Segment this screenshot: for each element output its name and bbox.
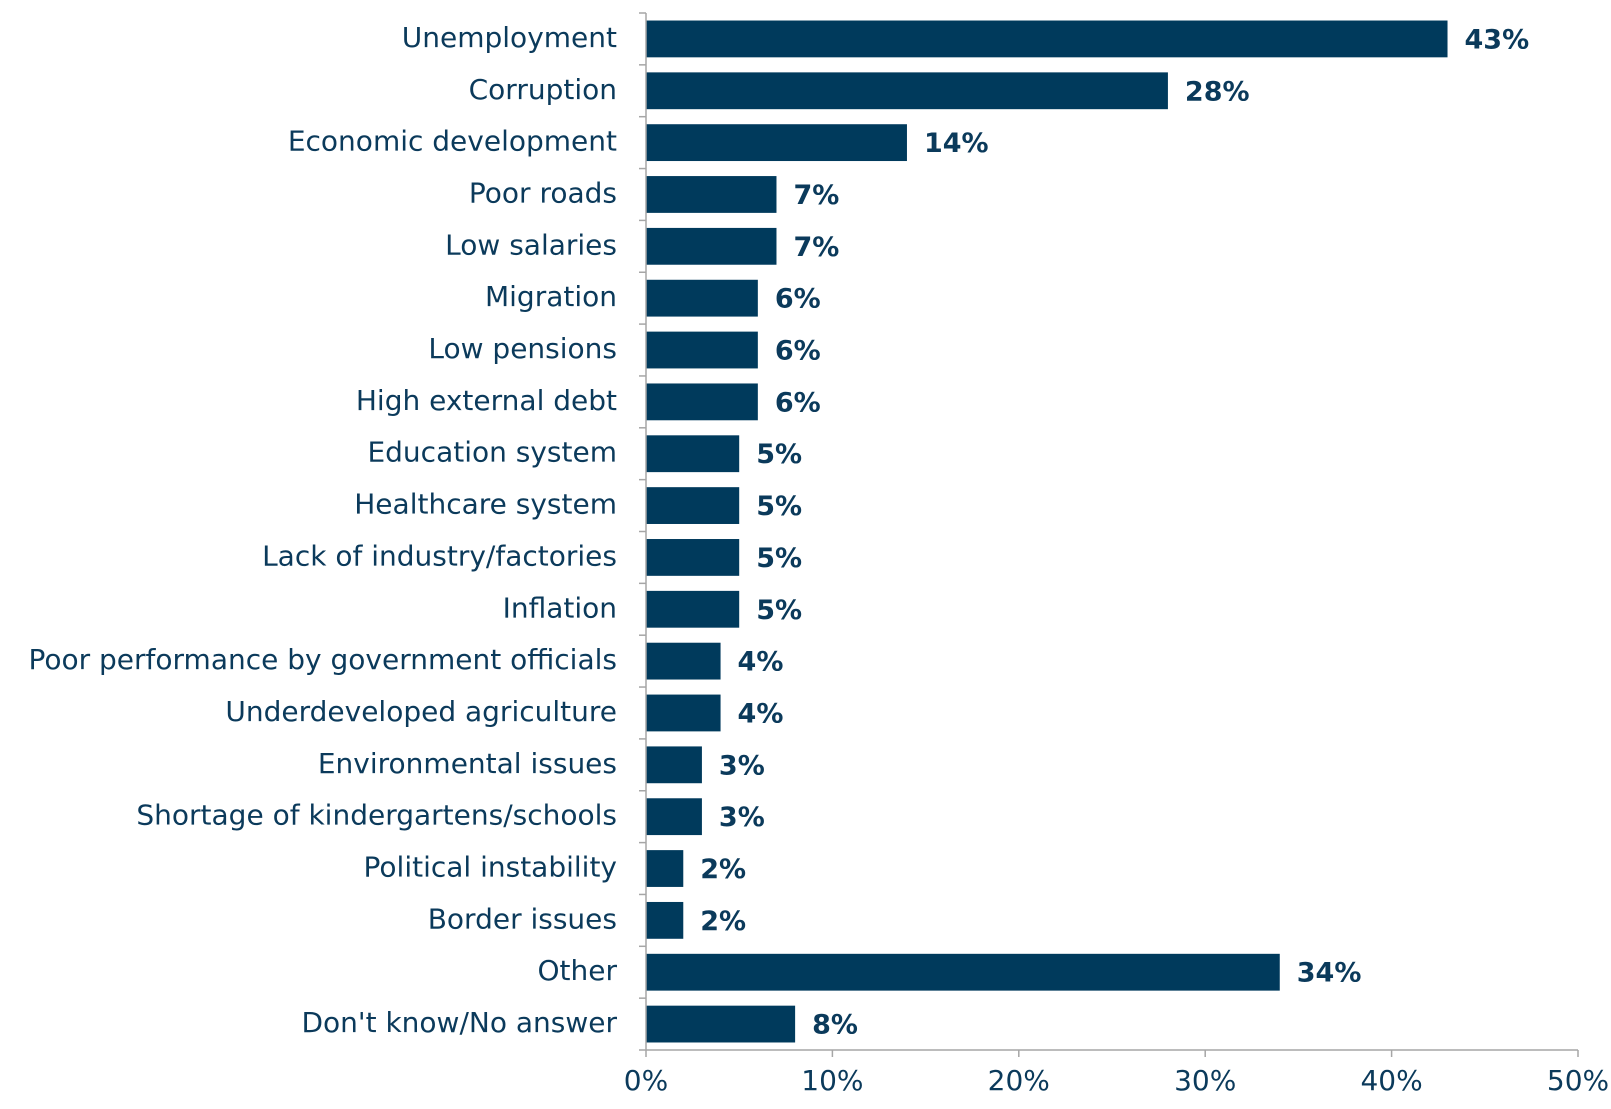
data-label: 4% (738, 647, 784, 678)
x-tick-label: 10% (801, 1064, 863, 1097)
bar (646, 124, 907, 162)
bar (646, 642, 721, 680)
data-label: 34% (1297, 958, 1362, 989)
data-label: 14% (924, 128, 989, 159)
data-label: 8% (812, 1010, 858, 1041)
category-label: Environmental issues (318, 747, 617, 780)
category-label: Political instability (364, 851, 617, 884)
x-axis-ticks: 0% 10% 20% 30% 40% 50% (624, 1050, 1609, 1097)
category-label: Underdeveloped agriculture (225, 695, 617, 728)
data-label: 5% (756, 595, 802, 626)
bar (646, 694, 721, 732)
bar (646, 487, 740, 524)
bar (646, 435, 740, 473)
bar (646, 590, 740, 628)
x-tick-label: 30% (1174, 1064, 1236, 1097)
category-label: Don't know/No answer (301, 1006, 617, 1039)
category-label: Migration (485, 280, 617, 313)
category-label: Economic development (288, 125, 617, 158)
bar (646, 746, 702, 784)
data-label: 6% (775, 284, 821, 315)
x-tick-label: 40% (1360, 1064, 1422, 1097)
category-label: Inflation (503, 591, 617, 624)
category-label: Unemployment (402, 21, 617, 54)
bar (646, 279, 758, 317)
bar (646, 539, 740, 576)
category-label: Poor roads (469, 176, 617, 209)
bar (646, 176, 777, 213)
category-label: Shortage of kindergartens/schools (136, 799, 617, 832)
data-label: 43% (1465, 24, 1530, 55)
x-tick-label: 20% (988, 1064, 1050, 1097)
category-labels: Unemployment Corruption Economic developme… (28, 21, 617, 1039)
data-label: 28% (1185, 76, 1250, 107)
bar (646, 798, 702, 836)
bars-group (646, 20, 1448, 1043)
category-label: Low pensions (428, 332, 617, 365)
data-label: 5% (756, 491, 802, 522)
category-label: Other (537, 954, 617, 987)
bar (646, 331, 758, 369)
bar (646, 20, 1448, 58)
data-label: 3% (719, 750, 765, 781)
category-label: Healthcare system (354, 488, 617, 521)
data-label: 4% (738, 698, 784, 729)
data-label: 5% (756, 543, 802, 574)
x-tick-label: 50% (1547, 1064, 1609, 1097)
data-label: 7% (793, 232, 839, 263)
data-label: 6% (775, 336, 821, 367)
bar (646, 850, 684, 887)
category-label: Corruption (469, 73, 617, 106)
bar (646, 72, 1168, 110)
bar (646, 901, 684, 939)
data-label: 2% (700, 906, 746, 937)
bar (646, 383, 758, 421)
bar (646, 227, 777, 265)
category-label: High external debt (356, 384, 617, 417)
category-label: Border issues (428, 902, 617, 935)
category-label: Low salaries (445, 228, 617, 261)
data-label: 7% (793, 180, 839, 211)
axes (639, 12, 1578, 1051)
category-label: Education system (367, 436, 617, 469)
data-label: 6% (775, 387, 821, 418)
bar (646, 1005, 796, 1043)
value-labels: 43% 28% 14% 7% 7% 6% 6% 6% 5% 5% 5% 5% 4% 4% 3% 3% 2% 2% 3… (700, 24, 1529, 1040)
data-label: 5% (756, 439, 802, 470)
x-tick-label: 0% (624, 1064, 668, 1097)
data-label: 2% (700, 854, 746, 885)
bar (646, 953, 1280, 991)
category-label: Poor performance by government officials (28, 643, 617, 676)
category-label: Lack of industry/factories (262, 539, 617, 572)
data-label: 3% (719, 802, 765, 833)
